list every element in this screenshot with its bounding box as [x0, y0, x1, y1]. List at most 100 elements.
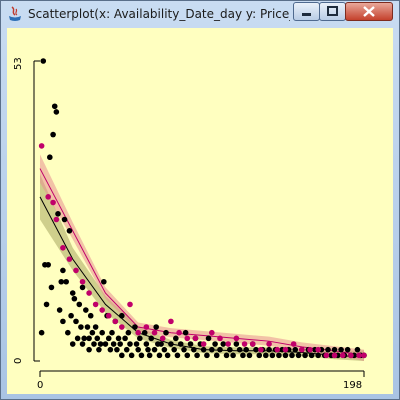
data-point-s0-77 [164, 352, 171, 359]
data-point-s0-64 [138, 352, 145, 359]
data-point-s0-53 [119, 312, 125, 319]
data-point-s0-109 [256, 352, 263, 359]
data-point-s0-58 [127, 341, 133, 347]
data-point-s0-10 [55, 211, 61, 217]
data-point-s0-100 [227, 346, 233, 353]
data-point-s0-92 [204, 352, 210, 359]
data-point-s0-81 [174, 352, 181, 359]
data-point-s0-26 [78, 324, 84, 330]
data-point-s0-75 [161, 346, 168, 353]
data-point-s0-127 [315, 352, 321, 359]
minimize-button[interactable] [293, 2, 320, 21]
data-point-s0-60 [132, 324, 138, 330]
data-point-s0-30 [83, 307, 89, 313]
data-point-s0-13 [60, 267, 66, 274]
data-point-s0-87 [191, 346, 197, 353]
data-point-s0-82 [177, 341, 184, 347]
data-point-s0-48 [110, 341, 117, 347]
data-point-s0-21 [69, 341, 76, 347]
data-point-s1-35 [299, 346, 305, 353]
data-point-s0-136 [344, 346, 351, 353]
axes: 53 0 0 198 [13, 57, 365, 391]
data-point-s0-27 [79, 284, 86, 291]
data-point-s1-8 [86, 290, 92, 296]
data-point-s0-41 [99, 329, 105, 336]
data-point-s0-80 [173, 335, 179, 342]
data-point-s1-39 [331, 352, 338, 359]
data-point-s0-39 [96, 346, 102, 353]
data-point-s0-40 [97, 341, 104, 347]
y-tick-label-min: 0 [13, 358, 24, 364]
data-point-s0-95 [212, 341, 218, 347]
data-point-s0-139 [354, 346, 361, 353]
data-point-s0-111 [263, 352, 269, 359]
data-point-s1-4 [60, 244, 66, 251]
data-point-s0-54 [119, 352, 125, 359]
data-point-s0-108 [253, 346, 259, 353]
data-point-s0-25 [76, 301, 83, 308]
close-button[interactable] [345, 2, 393, 21]
data-point-s0-45 [105, 335, 112, 342]
data-point-s0-62 [135, 346, 141, 353]
data-point-s0-96 [213, 352, 220, 359]
data-point-s0-74 [158, 341, 164, 347]
data-point-s0-104 [240, 352, 246, 359]
data-point-s1-18 [159, 335, 166, 342]
window-title: Scatterplot(x: Availability_Date_day y: … [28, 7, 290, 21]
data-point-s0-29 [81, 335, 87, 342]
data-point-s0-70 [151, 346, 158, 353]
data-point-s1-9 [92, 301, 99, 308]
data-point-s0-89 [194, 352, 200, 359]
data-point-s0-28 [79, 341, 86, 347]
data-point-s1-11 [105, 312, 112, 319]
title-bar[interactable]: Scatterplot(x: Availability_Date_day y: … [1, 1, 399, 27]
data-point-s0-46 [107, 346, 114, 353]
data-point-s1-33 [282, 346, 289, 353]
data-point-s1-0 [38, 143, 45, 149]
data-point-s0-35 [89, 329, 96, 336]
data-point-s0-112 [266, 346, 272, 353]
data-point-s0-4 [45, 261, 51, 268]
data-point-s1-34 [290, 341, 297, 347]
data-point-s0-50 [114, 346, 120, 353]
data-point-s0-59 [128, 352, 135, 359]
data-point-s0-7 [50, 131, 56, 138]
data-point-s1-5 [66, 256, 73, 262]
data-point-s0-84 [182, 329, 189, 336]
data-point-s0-36 [91, 341, 97, 347]
data-point-s0-113 [269, 352, 276, 359]
data-point-s1-3 [53, 216, 60, 223]
data-point-s0-117 [282, 352, 289, 359]
data-point-s0-97 [217, 346, 223, 353]
data-point-s1-10 [99, 307, 105, 313]
data-point-s0-34 [87, 312, 94, 319]
data-point-s1-22 [192, 335, 199, 342]
data-point-s0-119 [289, 352, 295, 359]
data-point-s0-12 [58, 278, 65, 285]
data-point-s1-23 [200, 341, 207, 347]
data-point-s0-56 [123, 346, 130, 353]
data-point-s0-65 [141, 329, 148, 336]
data-point-s1-12 [112, 318, 119, 325]
data-point-s0-18 [66, 228, 73, 234]
data-point-s0-47 [109, 329, 115, 336]
data-point-s0-37 [92, 324, 99, 330]
maximize-button[interactable] [319, 2, 346, 21]
data-point-s0-51 [115, 335, 122, 342]
data-point-s1-27 [233, 335, 240, 342]
plot-area: 53 0 0 198 [7, 28, 393, 394]
data-point-s0-61 [133, 341, 140, 347]
data-point-s0-33 [86, 346, 92, 353]
data-point-s1-19 [168, 318, 174, 325]
data-point-s0-3 [43, 301, 50, 308]
data-point-s0-120 [292, 346, 299, 353]
data-point-s1-38 [323, 352, 330, 359]
data-point-s0-38 [94, 335, 101, 342]
data-point-s0-1 [40, 58, 47, 64]
data-point-s0-57 [125, 329, 132, 336]
data-point-s1-20 [176, 329, 182, 336]
data-point-s0-73 [156, 352, 163, 359]
data-point-s0-66 [143, 341, 150, 347]
data-point-s0-5 [47, 154, 53, 161]
data-point-s1-31 [266, 341, 272, 347]
